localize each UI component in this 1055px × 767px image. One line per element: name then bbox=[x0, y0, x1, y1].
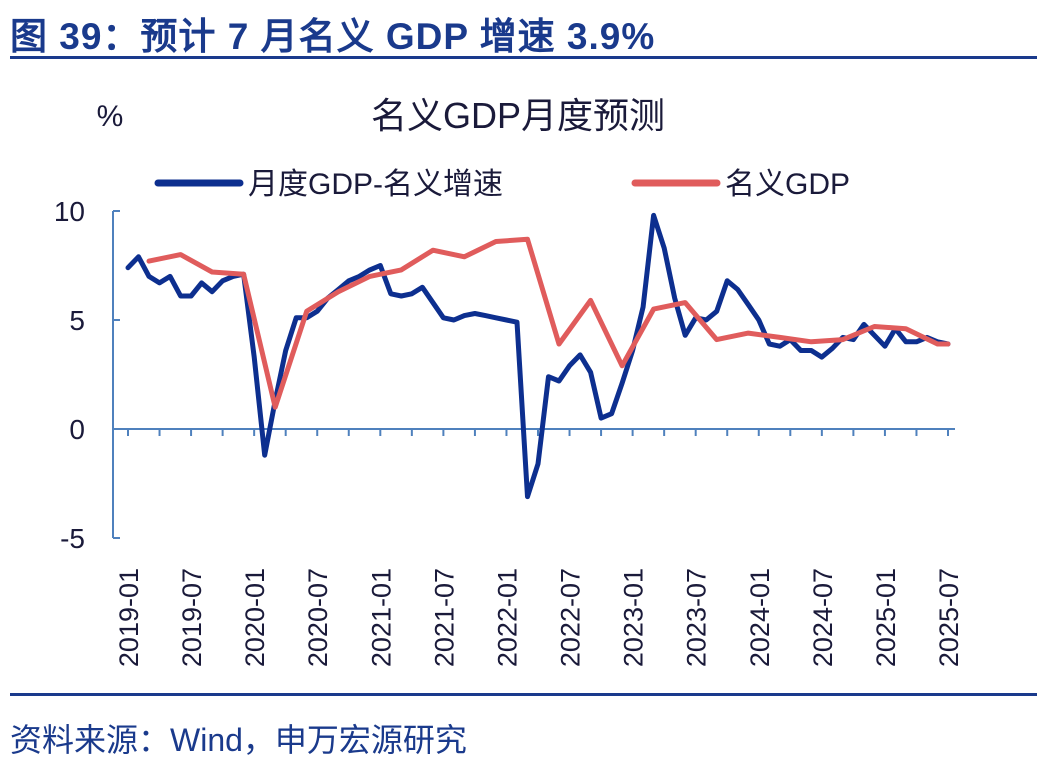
source-note: 资料来源：Wind，申万宏源研究 bbox=[10, 722, 467, 758]
x-tick-label: 2020-01 bbox=[240, 568, 270, 667]
footer-rule bbox=[10, 693, 1037, 696]
series-layer bbox=[125, 212, 951, 500]
y-tick-label: -5 bbox=[60, 523, 85, 554]
legend-label: 名义GDP bbox=[725, 168, 850, 201]
figure-title: 图 39：预计 7 月名义 GDP 增速 3.9% bbox=[10, 16, 656, 57]
legend: 月度GDP-名义增速 名义GDP bbox=[154, 168, 850, 201]
x-tick-label: 2019-01 bbox=[114, 568, 144, 667]
x-tick-label: 2019-07 bbox=[177, 568, 207, 667]
y-tick-label: 0 bbox=[69, 414, 85, 445]
legend-label: 月度GDP-名义增速 bbox=[248, 168, 503, 201]
nominal-gdp-chart: 名义GDP月度预测 % 月度GDP-名义增速 名义GDP 10 5 0 -5 2019-0… bbox=[54, 95, 964, 667]
y-tick-label: 5 bbox=[69, 305, 85, 336]
nominal-gdp-line bbox=[146, 236, 951, 410]
monthly-nominal-growth-line bbox=[125, 212, 951, 500]
chart-title: 名义GDP月度预测 bbox=[371, 95, 665, 136]
x-tick-label: 2025-07 bbox=[934, 568, 964, 667]
x-tick-label: 2023-07 bbox=[682, 568, 712, 667]
x-tick-label: 2023-01 bbox=[619, 568, 649, 667]
title-rule bbox=[10, 56, 1037, 59]
x-tick-label: 2022-01 bbox=[492, 568, 522, 667]
axes: 10 5 0 -5 2019-01 2019-07 2020-01 2020-07 2021-0… bbox=[54, 196, 964, 667]
x-tick-label: 2025-01 bbox=[871, 568, 901, 667]
x-tick-label: 2021-01 bbox=[366, 568, 396, 667]
x-tick-label: 2024-01 bbox=[745, 568, 775, 667]
y-axis-unit: % bbox=[97, 100, 124, 133]
x-tick-label: 2021-07 bbox=[429, 568, 459, 667]
y-tick-label: 10 bbox=[54, 196, 85, 227]
x-tick-label: 2024-07 bbox=[808, 568, 838, 667]
x-tick-label: 2022-07 bbox=[556, 568, 586, 667]
x-tick-label: 2020-07 bbox=[303, 568, 333, 667]
